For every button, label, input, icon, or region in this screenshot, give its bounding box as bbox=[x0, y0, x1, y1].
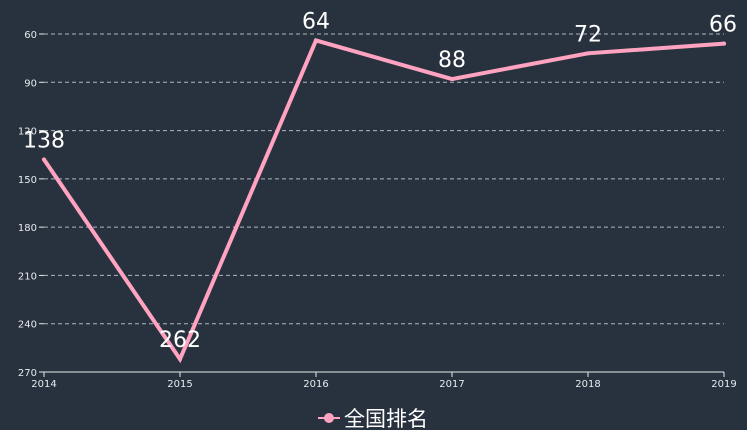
x-tick-label: 2014 bbox=[31, 379, 56, 390]
y-tick-label: 240 bbox=[18, 320, 37, 331]
y-tick-label: 180 bbox=[18, 223, 37, 234]
y-tick-label: 90 bbox=[24, 78, 37, 89]
y-tick-label: 210 bbox=[18, 271, 37, 282]
y-axis-ticks: 60 90 120 150 180 210 240 270 bbox=[18, 30, 44, 379]
data-label: 64 bbox=[302, 9, 330, 34]
data-point[interactable] bbox=[178, 357, 182, 362]
x-tick-label: 2019 bbox=[711, 379, 736, 390]
data-labels: 138 262 64 88 72 66 bbox=[23, 9, 737, 353]
x-tick-label: 2015 bbox=[167, 379, 192, 390]
series-line[interactable] bbox=[42, 38, 726, 364]
series-layer bbox=[42, 38, 726, 364]
data-point[interactable] bbox=[450, 77, 454, 82]
data-label: 262 bbox=[159, 328, 201, 353]
data-label: 66 bbox=[709, 13, 737, 38]
data-label: 138 bbox=[23, 129, 65, 154]
legend-marker-icon bbox=[324, 413, 334, 423]
grid-lines bbox=[44, 33, 724, 325]
legend-label[interactable]: 全国排名 bbox=[344, 407, 428, 430]
data-point[interactable] bbox=[586, 51, 590, 56]
y-tick-label: 120 bbox=[18, 127, 37, 138]
y-tick-label: 150 bbox=[18, 175, 37, 186]
y-tick-label: 270 bbox=[18, 368, 37, 379]
y-tick-label: 60 bbox=[24, 30, 37, 41]
data-label: 88 bbox=[438, 48, 466, 73]
legend[interactable]: 全国排名 bbox=[318, 407, 428, 430]
data-point[interactable] bbox=[314, 38, 318, 43]
x-tick-label: 2018 bbox=[575, 379, 600, 390]
data-point[interactable] bbox=[722, 41, 726, 46]
data-point[interactable] bbox=[42, 157, 46, 162]
x-axis: 2014 2015 2016 2017 2018 2019 bbox=[31, 371, 737, 390]
x-tick-label: 2017 bbox=[439, 379, 464, 390]
data-label: 72 bbox=[574, 22, 602, 47]
x-tick-label: 2016 bbox=[303, 379, 328, 390]
